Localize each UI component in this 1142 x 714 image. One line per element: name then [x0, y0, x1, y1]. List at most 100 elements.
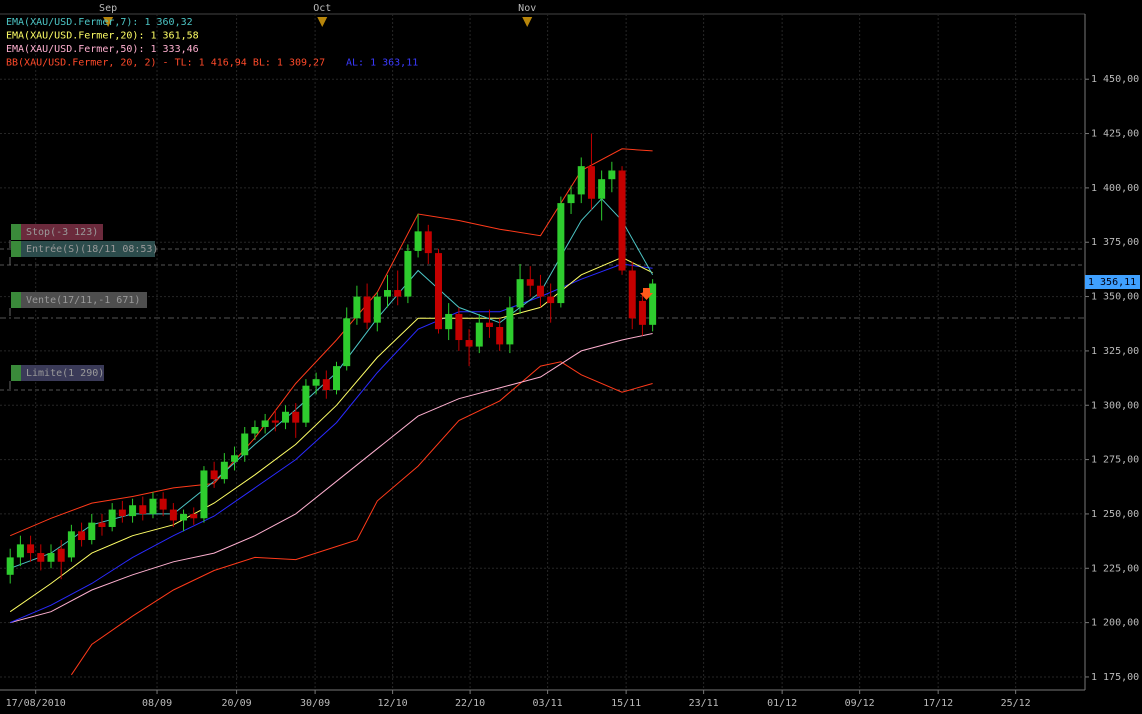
order-handle — [11, 292, 21, 308]
candle-body — [169, 509, 177, 521]
candle-body — [129, 505, 137, 517]
candle-body — [88, 522, 96, 541]
x-tick-label: 17/08/2010 — [6, 698, 66, 709]
lines — [9, 148, 654, 676]
candle-body — [37, 553, 45, 562]
order-label: Stop(-3 123) — [26, 227, 98, 238]
candle-body — [322, 379, 330, 391]
candle-body — [333, 366, 341, 391]
candle-body — [424, 231, 432, 254]
order-handle — [11, 365, 21, 381]
candle-body — [139, 505, 147, 514]
y-tick-label: 1 450,00 — [1091, 74, 1139, 85]
y-tick-label: 1 400,00 — [1091, 183, 1139, 194]
x-tick-label: 09/12 — [845, 698, 875, 709]
candle-body — [465, 340, 473, 347]
order-label: Entrée(S)(18/11 08:53) — [26, 243, 158, 255]
candle-body — [485, 322, 493, 328]
candle-body — [108, 509, 116, 527]
candle-body — [98, 522, 106, 527]
candle-body — [180, 513, 188, 521]
indicator-legend: BB(XAU/USD.Fermer, 20, 2) - TL: 1 416,94… — [6, 58, 325, 69]
candle-body — [414, 231, 422, 251]
candle-body — [271, 420, 279, 423]
candle-body — [547, 296, 555, 304]
y-tick-label: 1 300,00 — [1091, 400, 1139, 411]
order-box — [11, 241, 155, 257]
candle-body — [567, 194, 575, 204]
y-tick-label: 1 175,00 — [1091, 672, 1139, 683]
candle-body — [557, 203, 565, 304]
indicator-line — [10, 333, 653, 624]
candle-body — [536, 285, 544, 297]
candle-body — [384, 290, 391, 297]
candle-body — [200, 470, 208, 519]
candle-body — [190, 513, 198, 519]
y-tick-label: 1 275,00 — [1091, 455, 1139, 466]
order-handle — [11, 241, 21, 257]
candle-body — [587, 166, 595, 199]
y-tick-label: 1 325,00 — [1091, 346, 1139, 357]
price-tag-box — [1085, 275, 1140, 289]
candle-body — [455, 313, 463, 341]
indicator-line — [10, 263, 653, 624]
indicator-legend: AL: 1 363,11 — [346, 58, 418, 69]
x-tick-label: 08/09 — [142, 698, 172, 709]
candle-body — [649, 283, 657, 325]
candle-body — [67, 531, 75, 558]
candle-body — [394, 290, 402, 297]
x-tick-label: 25/12 — [1001, 698, 1031, 709]
candle-body — [16, 544, 24, 558]
indicator-legend: EMA(XAU/USD.Fermer,20): 1 361,58 — [6, 31, 199, 42]
month-label: Sep — [99, 3, 117, 14]
candle-body — [506, 307, 514, 345]
candle-body — [445, 313, 453, 330]
candle-body — [27, 544, 35, 554]
y-tick-label: 1 375,00 — [1091, 237, 1139, 248]
month-label: Oct — [313, 3, 331, 14]
candle-body — [251, 426, 259, 434]
candle-body — [47, 553, 55, 562]
candle-body — [353, 296, 361, 319]
candle-body — [302, 385, 310, 423]
candle-body — [526, 279, 534, 286]
y-tick-label: 1 225,00 — [1091, 563, 1139, 574]
candles — [6, 133, 657, 584]
order-box — [11, 224, 103, 240]
month-label: Nov — [518, 3, 536, 14]
candle-body — [6, 557, 14, 575]
sell-arrow — [640, 288, 653, 300]
x-tick-label: 03/11 — [533, 698, 563, 709]
order-box — [11, 365, 104, 381]
month-marker — [522, 17, 533, 27]
candle-body — [261, 420, 269, 427]
order-label: Limite(1 290) — [26, 368, 104, 379]
price-tag: 1 356,11 — [1088, 277, 1136, 288]
candle-body — [312, 379, 320, 386]
x-tick-label: 22/10 — [455, 698, 485, 709]
candle-body — [598, 179, 606, 199]
candle-body — [434, 253, 442, 330]
x-tick-label: 12/10 — [378, 698, 408, 709]
candle-body — [638, 300, 646, 325]
candle-body — [118, 509, 126, 517]
month-marker — [103, 17, 114, 27]
candle-body — [404, 250, 412, 297]
order-box — [11, 292, 147, 308]
indicator-line — [70, 361, 653, 676]
candle-body — [496, 327, 504, 345]
candle-body — [220, 461, 228, 480]
order-label: Vente(17/11,-1 671) — [26, 295, 140, 306]
candle-body — [628, 270, 636, 319]
candle-body — [475, 322, 483, 347]
x-tick-label: 23/11 — [689, 698, 719, 709]
candle-body — [292, 411, 300, 423]
y-tick-label: 1 425,00 — [1091, 129, 1139, 140]
indicator-line — [10, 148, 653, 537]
candle-body — [577, 166, 585, 195]
month-marker — [317, 17, 328, 27]
x-tick-label: 20/09 — [222, 698, 252, 709]
candle-body — [241, 433, 249, 456]
candle-body — [159, 498, 167, 510]
